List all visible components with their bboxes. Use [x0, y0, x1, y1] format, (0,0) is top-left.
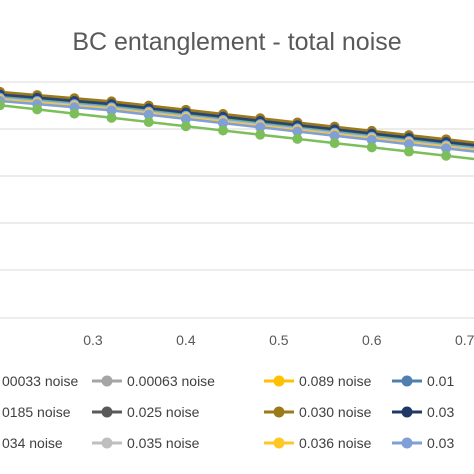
legend-item: 0.036 noise — [264, 435, 372, 451]
data-point — [366, 134, 377, 145]
legend-label: 0.035 noise — [127, 435, 200, 451]
data-point — [403, 146, 414, 157]
legend-label: 0.030 noise — [299, 404, 372, 420]
legend-item: 0.030 noise — [264, 404, 372, 420]
data-point — [143, 109, 154, 120]
legend-item: 0.03 — [392, 404, 454, 420]
legend-swatch-marker — [401, 406, 413, 418]
data-point — [106, 105, 117, 116]
legend-label: 0.03 — [427, 404, 454, 420]
legend-item: 0.035 noise — [92, 435, 200, 451]
legend-label: 0185 noise — [2, 404, 71, 420]
series-line — [0, 90, 474, 144]
legend-label: 034 noise — [2, 435, 63, 451]
series-lines — [0, 86, 474, 161]
legend-label: 0.089 noise — [299, 373, 372, 389]
data-point — [32, 104, 43, 115]
data-point — [69, 108, 80, 119]
legend-label: 0.025 noise — [127, 404, 200, 420]
legend-item: 0.00063 noise — [92, 373, 215, 389]
data-point — [218, 125, 229, 136]
grid-lines — [0, 81, 474, 319]
legend-swatch-marker — [273, 406, 285, 418]
legend-swatch-marker — [401, 437, 413, 449]
x-tick-label: 0.4 — [176, 332, 196, 348]
legend-item: 0185 noise — [2, 404, 71, 420]
series-12 — [0, 100, 474, 161]
legend-swatch-marker — [273, 437, 285, 449]
chart-title: BC entanglement - total noise — [72, 28, 401, 56]
x-tick-label: 0.6 — [362, 332, 382, 348]
legend-label: 0.01 — [427, 373, 454, 389]
data-point — [292, 133, 303, 144]
data-point — [255, 129, 266, 140]
legend-swatch-marker — [101, 437, 113, 449]
data-point — [143, 117, 154, 128]
legend-swatch-marker — [401, 375, 413, 387]
legend-item: 00033 noise — [2, 373, 79, 389]
data-point — [441, 143, 452, 154]
data-point — [441, 150, 452, 161]
x-tick-label: 0.7 — [455, 332, 474, 348]
data-point — [292, 126, 303, 137]
legend-item: 0.03 — [392, 435, 454, 451]
legend-label: 0.036 noise — [299, 435, 372, 451]
data-point — [366, 142, 377, 153]
data-point — [329, 138, 340, 149]
data-point — [180, 121, 191, 132]
legend-swatch-marker — [273, 375, 285, 387]
series-line — [0, 103, 474, 161]
legend: 00033 noise 0.00063 noise 0.089 noise 0.01 0… — [2, 373, 454, 451]
legend-swatch-marker — [101, 406, 113, 418]
legend-label: 0.03 — [427, 435, 454, 451]
legend-label: 0.00063 noise — [127, 373, 215, 389]
series-11 — [0, 95, 474, 154]
data-point — [180, 113, 191, 124]
legend-item: 034 noise — [2, 435, 63, 451]
legend-item: 0.01 — [392, 373, 454, 389]
data-point — [0, 100, 5, 111]
data-point — [329, 130, 340, 141]
legend-item: 0.089 noise — [264, 373, 372, 389]
x-tick-label: 0.3 — [83, 332, 103, 348]
data-point — [403, 139, 414, 150]
series-line — [0, 93, 474, 147]
legend-item: 0.025 noise — [92, 404, 200, 420]
data-point — [106, 112, 117, 123]
data-point — [218, 118, 229, 129]
legend-swatch-marker — [101, 375, 113, 387]
series-line — [0, 99, 474, 153]
x-tick-label: 0.5 — [269, 332, 289, 348]
x-axis-ticks: 0.3 0.4 0.5 0.6 0.7 — [83, 332, 474, 348]
data-point — [255, 122, 266, 133]
legend-label: 00033 noise — [2, 373, 79, 389]
